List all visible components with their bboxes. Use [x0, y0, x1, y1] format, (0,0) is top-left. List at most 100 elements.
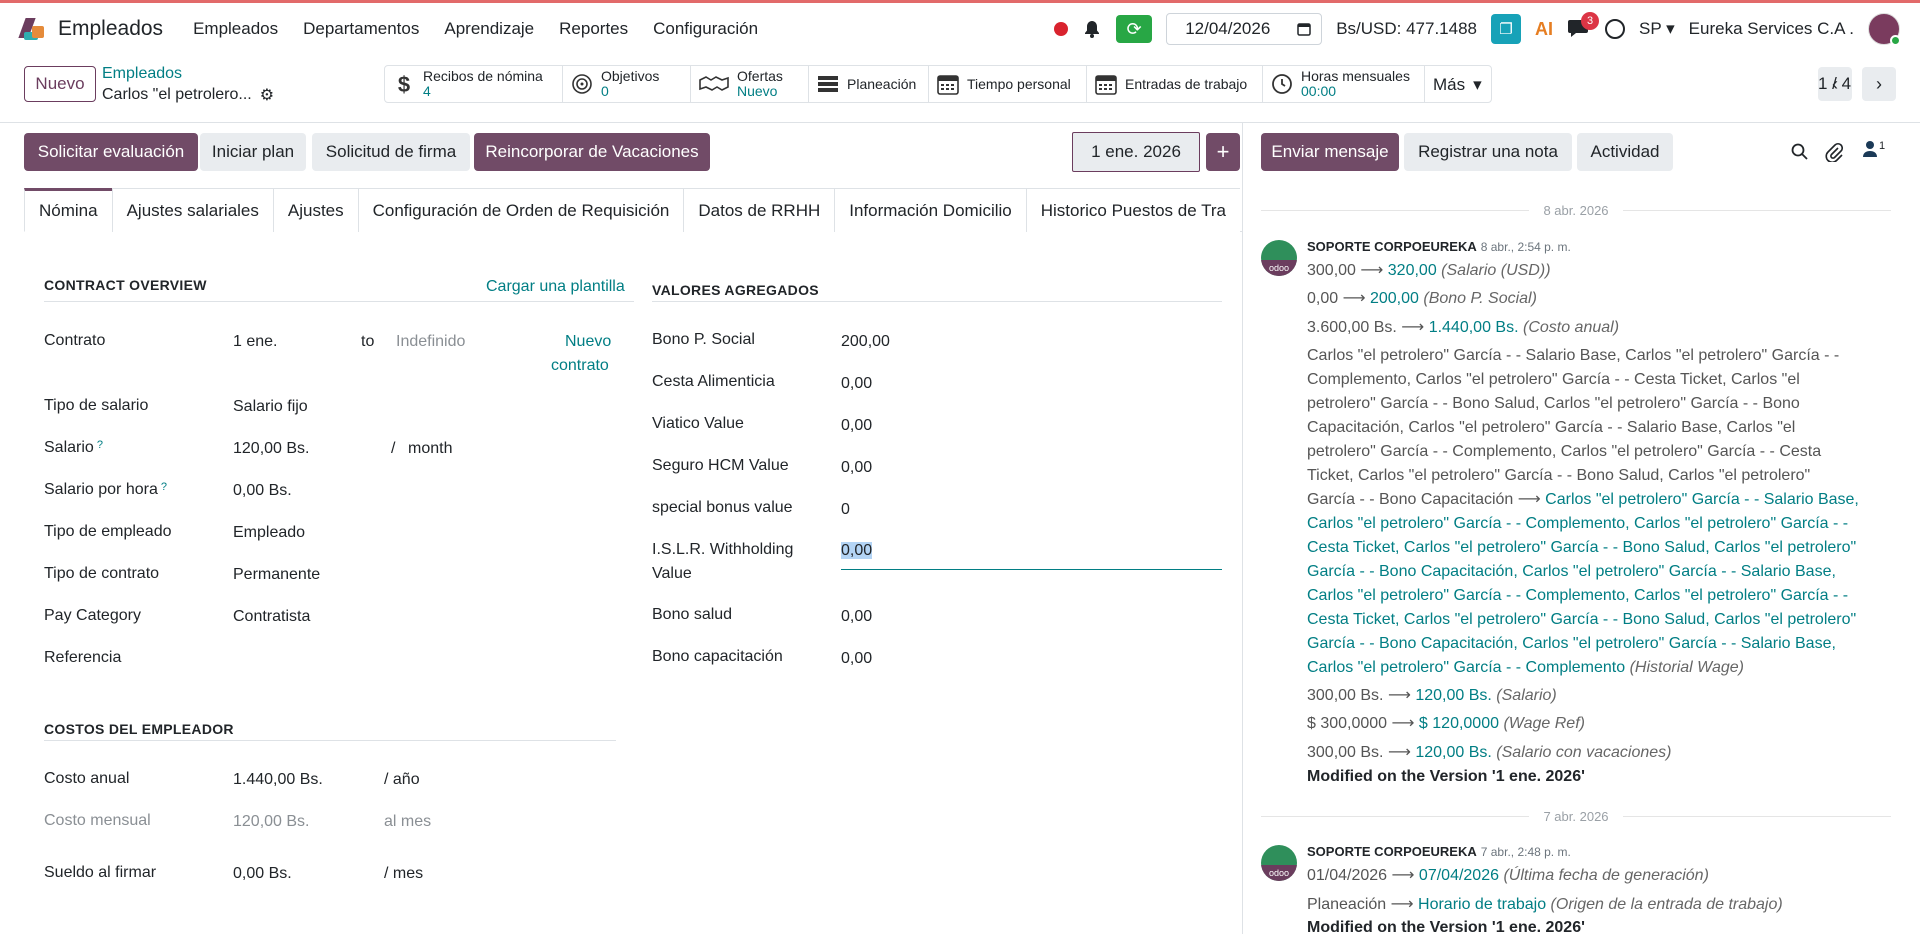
breadcrumb-parent[interactable]: Empleados	[102, 65, 183, 82]
salary-field[interactable]: 120,00 Bs.	[233, 440, 310, 457]
new-contract-link-line2[interactable]: contrato	[551, 357, 609, 374]
user-avatar[interactable]	[1868, 13, 1901, 46]
contract-end-field[interactable]: Indefinido	[396, 333, 466, 350]
menu-aprendizaje[interactable]: Aprendizaje	[444, 19, 535, 38]
field-label: Costo anual	[44, 770, 130, 787]
arrow-right-icon: ⟶	[1390, 896, 1414, 913]
tab-informacion-domicilio[interactable]: Información Domicilio	[834, 188, 1027, 232]
salary-period-field[interactable]: month	[408, 440, 453, 457]
field-name: (Salario (USD))	[1441, 262, 1551, 279]
stat-planeacion[interactable]: Planeación	[809, 66, 929, 102]
load-template-link[interactable]: Cargar una plantilla	[486, 278, 625, 295]
messages-button[interactable]: 3	[1567, 12, 1599, 40]
help-icon[interactable]: ?	[160, 481, 167, 493]
date-picker[interactable]: 12/04/2026	[1166, 13, 1323, 45]
clock-icon[interactable]	[1605, 19, 1625, 39]
send-message-button[interactable]: Enviar mensaje	[1261, 133, 1399, 171]
more-button[interactable]: Más ▾	[1425, 66, 1491, 102]
bono-salud-field[interactable]: 0,00	[841, 608, 873, 625]
bono-capacitacion-field[interactable]: 0,00	[841, 650, 873, 667]
stat-ofertas[interactable]: Ofertas Nuevo	[691, 66, 809, 102]
add-version-button[interactable]: +	[1206, 133, 1240, 171]
viatico-field[interactable]: 0,00	[841, 417, 873, 434]
vacation-return-button[interactable]: Reincorporar de Vacaciones	[474, 133, 710, 171]
bell-icon[interactable]	[1082, 19, 1102, 39]
seguro-hcm-field[interactable]: 0,00	[841, 459, 873, 476]
language-selector[interactable]: SP ▾	[1639, 19, 1675, 39]
form-tabs: Nómina Ajustes salariales Ajustes Config…	[24, 188, 1242, 232]
period-label: / mes	[384, 865, 424, 882]
message-time: 7 abr., 2:48 p. m.	[1480, 845, 1571, 859]
app-title[interactable]: Empleados	[58, 17, 164, 40]
version-date-selector[interactable]: 1 ene. 2026	[1072, 132, 1200, 172]
start-plan-button[interactable]: Iniciar plan	[200, 133, 306, 171]
cesta-field[interactable]: 0,00	[841, 375, 873, 392]
gear-icon[interactable]: ⚙	[259, 87, 275, 104]
calendar-icon	[1297, 23, 1311, 36]
section-divider	[44, 301, 634, 302]
stat-horas-mensuales[interactable]: Horas mensuales 00:00	[1263, 66, 1425, 102]
activity-button[interactable]: Actividad	[1577, 133, 1673, 171]
request-evaluation-button[interactable]: Solicitar evaluación	[24, 133, 198, 171]
new-value-line: Carlos "el petrolero" García - - Complem…	[1307, 587, 1849, 604]
copy-button[interactable]: ❐	[1491, 14, 1521, 44]
recording-dot-icon[interactable]	[1054, 22, 1069, 36]
contract-type-field[interactable]: Permanente	[233, 566, 321, 583]
help-icon[interactable]: ?	[96, 439, 103, 451]
field-label: special bonus value	[652, 499, 793, 516]
pager-next-button[interactable]: ›	[1862, 67, 1896, 101]
menu-configuracion[interactable]: Configuración	[653, 19, 759, 38]
sync-button[interactable]: ⟳	[1116, 15, 1153, 43]
field-label: Sueldo al firmar	[44, 864, 157, 881]
tab-ajustes-salariales[interactable]: Ajustes salariales	[111, 188, 274, 232]
reference-field[interactable]	[233, 649, 533, 671]
pager: 1 / 4 ‹ ›	[1818, 67, 1896, 101]
pager-previous-button[interactable]: ‹	[1818, 67, 1852, 101]
followers-count: 1	[1879, 140, 1886, 152]
arrow-right-icon: ⟶	[1517, 491, 1541, 508]
signature-request-button[interactable]: Solicitud de firma	[312, 133, 470, 171]
contract-overview-heading: CONTRACT OVERVIEW	[44, 277, 207, 293]
employee-type-field[interactable]: Empleado	[233, 524, 306, 541]
contract-start-field[interactable]: 1 ene.	[233, 333, 278, 350]
stat-entradas[interactable]: Entradas de trabajo	[1087, 66, 1263, 102]
stat-objetivos[interactable]: Objetivos 0	[563, 66, 691, 102]
sueldo-firmar-field[interactable]: 0,00 Bs.	[233, 865, 292, 882]
field-name: (Origen de la entrada de trabajo)	[1550, 896, 1783, 913]
islr-input[interactable]: 0,00	[841, 542, 1222, 570]
new-button[interactable]: Nuevo	[24, 66, 96, 102]
avatar-logo: odoo	[1261, 865, 1297, 881]
pager-value[interactable]: 1 / 4	[1818, 74, 1852, 93]
tab-nomina[interactable]: Nómina	[24, 188, 113, 232]
ai-icon[interactable]: AI	[1535, 18, 1553, 39]
author-avatar[interactable]: odoo	[1261, 845, 1297, 881]
old-value: $ 300,0000	[1307, 715, 1388, 732]
author-avatar[interactable]: odoo	[1261, 240, 1297, 276]
tab-datos-rrhh[interactable]: Datos de RRHH	[683, 188, 836, 232]
bono-social-field[interactable]: 200,00	[841, 333, 890, 350]
menu-empleados[interactable]: Empleados	[193, 19, 279, 38]
stat-tiempo-personal[interactable]: Tiempo personal	[929, 66, 1087, 102]
field-label: Costo mensual	[44, 812, 151, 829]
costo-anual-field[interactable]: 1.440,00 Bs.	[233, 771, 323, 788]
followers-button[interactable]: 1	[1863, 140, 1885, 158]
new-contract-link[interactable]: Nuevo	[565, 333, 612, 350]
special-bonus-field[interactable]: 0	[841, 501, 850, 518]
author-name[interactable]: SOPORTE CORPOEUREKA	[1307, 239, 1477, 254]
company-name[interactable]: Eureka Services C.A .	[1688, 19, 1854, 38]
menu-reportes[interactable]: Reportes	[559, 19, 629, 38]
app-menu-icon[interactable]	[18, 16, 46, 42]
tab-orden-requisicion[interactable]: Configuración de Orden de Requisición	[357, 188, 685, 232]
tab-historico-puestos[interactable]: Historico Puestos de Tra	[1025, 188, 1240, 232]
salary-type-field[interactable]: Salario fijo	[233, 398, 308, 415]
paperclip-icon[interactable]	[1825, 142, 1843, 162]
tab-ajustes[interactable]: Ajustes	[272, 188, 359, 232]
search-icon[interactable]	[1791, 143, 1809, 161]
stat-recibos[interactable]: $ Recibos de nómina 4	[385, 66, 563, 102]
hourly-salary-field[interactable]: 0,00 Bs.	[233, 482, 292, 499]
field-label: Referencia	[44, 649, 122, 666]
pay-category-field[interactable]: Contratista	[233, 608, 311, 625]
author-name[interactable]: SOPORTE CORPOEUREKA	[1307, 844, 1477, 859]
menu-departamentos[interactable]: Departamentos	[303, 19, 420, 38]
log-note-button[interactable]: Registrar una nota	[1404, 133, 1572, 171]
